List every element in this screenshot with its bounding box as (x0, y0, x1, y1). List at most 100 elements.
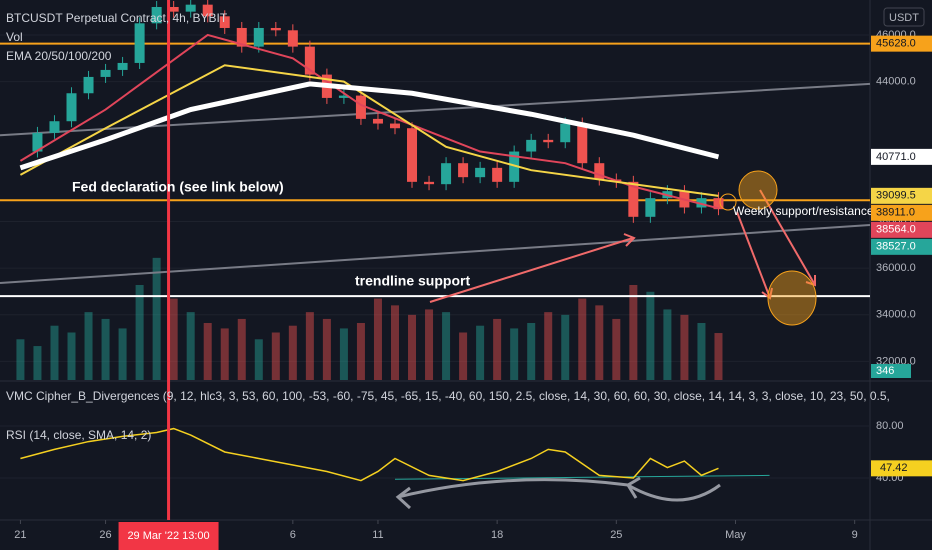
candle-body (168, 6, 179, 12)
currency-box[interactable] (883, 7, 925, 27)
volume-bar (561, 314, 570, 380)
volume-bar (476, 325, 485, 380)
annotation: trendline support (355, 273, 470, 289)
candle-body (645, 198, 656, 217)
price-label: 38527.0 (876, 241, 916, 253)
volume-bar (84, 312, 93, 380)
candle-body (424, 181, 435, 185)
volume-bar (714, 333, 723, 380)
volume-bar (493, 318, 502, 380)
x-tick-label: 18 (491, 529, 503, 541)
ema-line (19, 64, 719, 197)
volume-bar (578, 298, 587, 380)
x-tick-label: 21 (14, 529, 26, 541)
y-tick-label: 36000.0 (876, 262, 916, 274)
candle-body (407, 128, 418, 182)
crosshair-label: 29 Mar '22 13:00 (127, 530, 209, 542)
candle-body (83, 76, 94, 94)
candle-body (185, 4, 196, 12)
volume-bar (118, 328, 127, 380)
volume-label: Vol (6, 30, 23, 44)
arrow-head (761, 287, 773, 300)
rsi-label: 47.42 (880, 462, 908, 474)
candle-body (355, 95, 366, 119)
volume-bar (322, 318, 331, 380)
price-label-box (871, 221, 932, 238)
volume-bar (16, 339, 25, 380)
candle-body (202, 4, 213, 17)
y-tick-label: 80.00 (876, 420, 904, 432)
volume-bar (254, 339, 263, 380)
crosshair-label-box (118, 522, 219, 550)
price-label-box (871, 35, 932, 52)
candle-body (66, 93, 77, 122)
volume-bar (135, 285, 144, 380)
candle-body (475, 167, 486, 178)
arrow-head (623, 233, 636, 247)
highlight-circle (738, 170, 778, 210)
arrow (736, 211, 771, 299)
volume-bar (544, 312, 553, 380)
arrow-head (395, 486, 412, 510)
price-label-box (871, 148, 932, 165)
volume-bar (203, 323, 212, 380)
volume-bar (237, 318, 246, 380)
x-tick-label: May (725, 529, 746, 541)
candle-body (713, 198, 724, 210)
volume-bar (510, 328, 519, 380)
candle-body (492, 167, 503, 182)
currency[interactable]: USDT (889, 12, 919, 24)
rsi-ma (394, 474, 770, 480)
y-tick-label: 34000.0 (876, 309, 916, 321)
arrow (429, 237, 634, 303)
volume-label: 346 (876, 365, 894, 377)
arrow-head (805, 275, 816, 287)
volume-bar (390, 305, 399, 380)
volume-label-box (871, 364, 911, 378)
highlight-circle (719, 193, 737, 211)
candle-body (32, 132, 43, 152)
candle-body (594, 163, 605, 180)
volume-bar (101, 318, 110, 380)
candle-body (389, 123, 400, 129)
volume-bar (356, 323, 365, 380)
price-label-box (871, 187, 932, 204)
candle-body (236, 27, 247, 47)
candle-body (253, 27, 264, 47)
volume-bar (680, 314, 689, 380)
rsi-label-box (871, 460, 932, 477)
price-label: 38564.0 (876, 224, 916, 236)
candle-body (304, 46, 315, 75)
candle-body (219, 16, 230, 28)
candle-body (577, 123, 588, 164)
drawings (395, 170, 817, 510)
volume-bar (425, 309, 434, 380)
volume-bar (33, 346, 42, 380)
plot-area (0, 0, 871, 524)
candle-body (696, 198, 707, 208)
price-label: 45628.0 (876, 38, 916, 50)
candle-body (372, 118, 383, 124)
labels: BTCUSDT Perpetual Contract, 4h, BYBIT Vo… (6, 7, 932, 550)
candle-body (100, 69, 111, 77)
candle-body (543, 139, 554, 143)
volume-bar (50, 325, 59, 380)
candle-body (526, 139, 537, 152)
volume-bar (152, 257, 161, 380)
candle-body (338, 95, 349, 98)
indicator-title: VMC Cipher_B_Divergences (9, 12, hlc3, 3… (6, 389, 890, 403)
volume-bar (646, 291, 655, 380)
curved-arrow (397, 478, 629, 499)
candle-body (441, 163, 452, 185)
rsi-line (20, 427, 719, 482)
ema-label: EMA 20/50/100/200 (6, 49, 112, 63)
volume-bar (288, 325, 297, 380)
x-tick-label: 11 (372, 529, 383, 541)
candle-body (628, 181, 639, 217)
arrow-head (625, 476, 641, 499)
volume-bar (459, 332, 468, 380)
candle-body (117, 62, 128, 70)
candle-body (560, 123, 571, 143)
candle-body (49, 121, 60, 133)
